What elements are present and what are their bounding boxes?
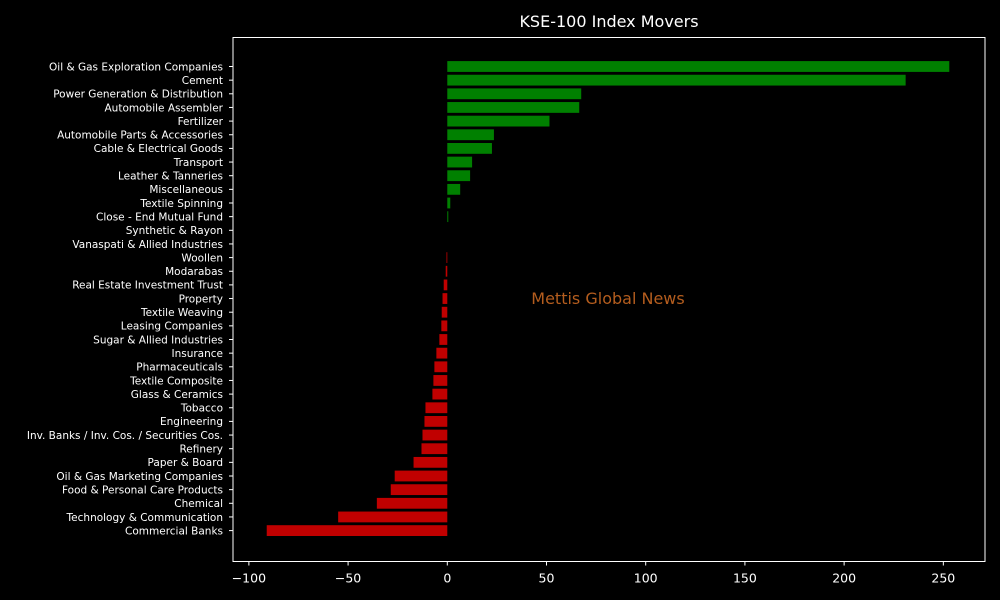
bar [447,170,471,182]
y-tick-label: Transport [173,157,223,169]
bar [439,334,448,345]
plot-area [232,37,986,562]
x-tick-label: 100 [634,571,658,586]
bar [376,497,448,509]
y-tick-label: Leather & Tanneries [118,171,223,183]
bar [443,279,448,291]
y-tick-label: Glass & Ceramics [131,389,223,401]
y-tick-label: Chemical [174,498,223,510]
bar [266,525,448,536]
y-tick-label: Pharmaceuticals [136,362,223,374]
x-tick-label: 0 [443,571,451,586]
bar [338,511,448,523]
y-tick-label: Inv. Banks / Inv. Cos. / Securities Cos. [27,430,223,442]
x-tick-label: 50 [539,571,555,586]
x-tick-label: −50 [335,571,361,586]
chart-title: KSE-100 Index Movers [519,12,699,31]
y-tick-label: Insurance [171,348,223,360]
bar [447,102,580,113]
bar [445,265,448,277]
bar [413,456,448,468]
bar [447,183,461,195]
y-tick-label: Modarabas [165,266,223,278]
bar [447,143,492,154]
bar [441,320,448,332]
y-tick-label: Close - End Mutual Fund [96,211,223,223]
x-tick-label: 250 [931,571,955,586]
y-tick-label: Real Estate Investment Trust [72,280,223,292]
bar [424,416,448,427]
bar [447,115,550,127]
y-tick-label: Vanaspati & Allied Industries [72,239,223,251]
bar [432,388,448,400]
y-tick-label: Power Generation & Distribution [53,89,223,101]
y-tick-label: Leasing Companies [121,321,223,333]
bar [434,361,448,373]
bar [447,61,950,72]
bar [447,197,451,209]
bar [422,429,448,441]
y-tick-label: Oil & Gas Marketing Companies [56,471,223,483]
y-tick-label: Automobile Parts & Accessories [57,130,223,142]
y-tick-label: Synthetic & Rayon [126,225,223,237]
y-tick-label: Paper & Board [148,457,223,469]
x-tick-label: 150 [733,571,757,586]
y-tick-label: Cable & Electrical Goods [94,143,223,155]
x-tick-label: −100 [232,571,266,586]
y-tick-label: Property [179,293,223,305]
y-tick-label: Commercial Banks [125,525,223,537]
y-tick-label: Oil & Gas Exploration Companies [49,61,223,73]
bar [421,443,448,455]
y-tick-label: Engineering [160,416,223,428]
bar [447,129,494,141]
y-tick-label: Technology & Communication [66,512,223,524]
bar [447,74,906,86]
y-tick-label: Food & Personal Care Products [62,484,223,496]
y-tick-label: Woollen [181,252,223,264]
y-tick-label: Textile Weaving [140,307,223,319]
bar [436,347,448,359]
x-tick-label: 200 [832,571,856,586]
bar [447,88,582,100]
x-axis: −100 −50 0 50 100 150 200 250 [232,561,955,586]
bar [447,156,473,168]
bar [390,484,448,496]
bar [394,470,448,482]
bar [442,293,448,304]
bar [441,306,448,318]
bars-layer [266,61,950,536]
y-tick-label: Textile Composite [129,375,223,387]
y-tick-label: Cement [182,75,223,87]
y-tick-label: Miscellaneous [149,184,223,196]
y-tick-label: Sugar & Allied Industries [93,334,223,346]
bar [447,211,449,223]
y-tick-label: Refinery [179,444,223,456]
watermark-text: Mettis Global News [531,289,684,308]
y-tick-label: Tobacco [180,403,223,415]
y-axis: Oil & Gas Exploration Companies Cement Pow… [27,61,233,537]
bar [425,402,448,414]
bar [446,252,448,263]
y-tick-label: Textile Spinning [139,198,223,210]
y-tick-label: Automobile Assembler [105,102,224,114]
y-tick-label: Fertilizer [178,116,224,128]
bar [433,375,448,386]
